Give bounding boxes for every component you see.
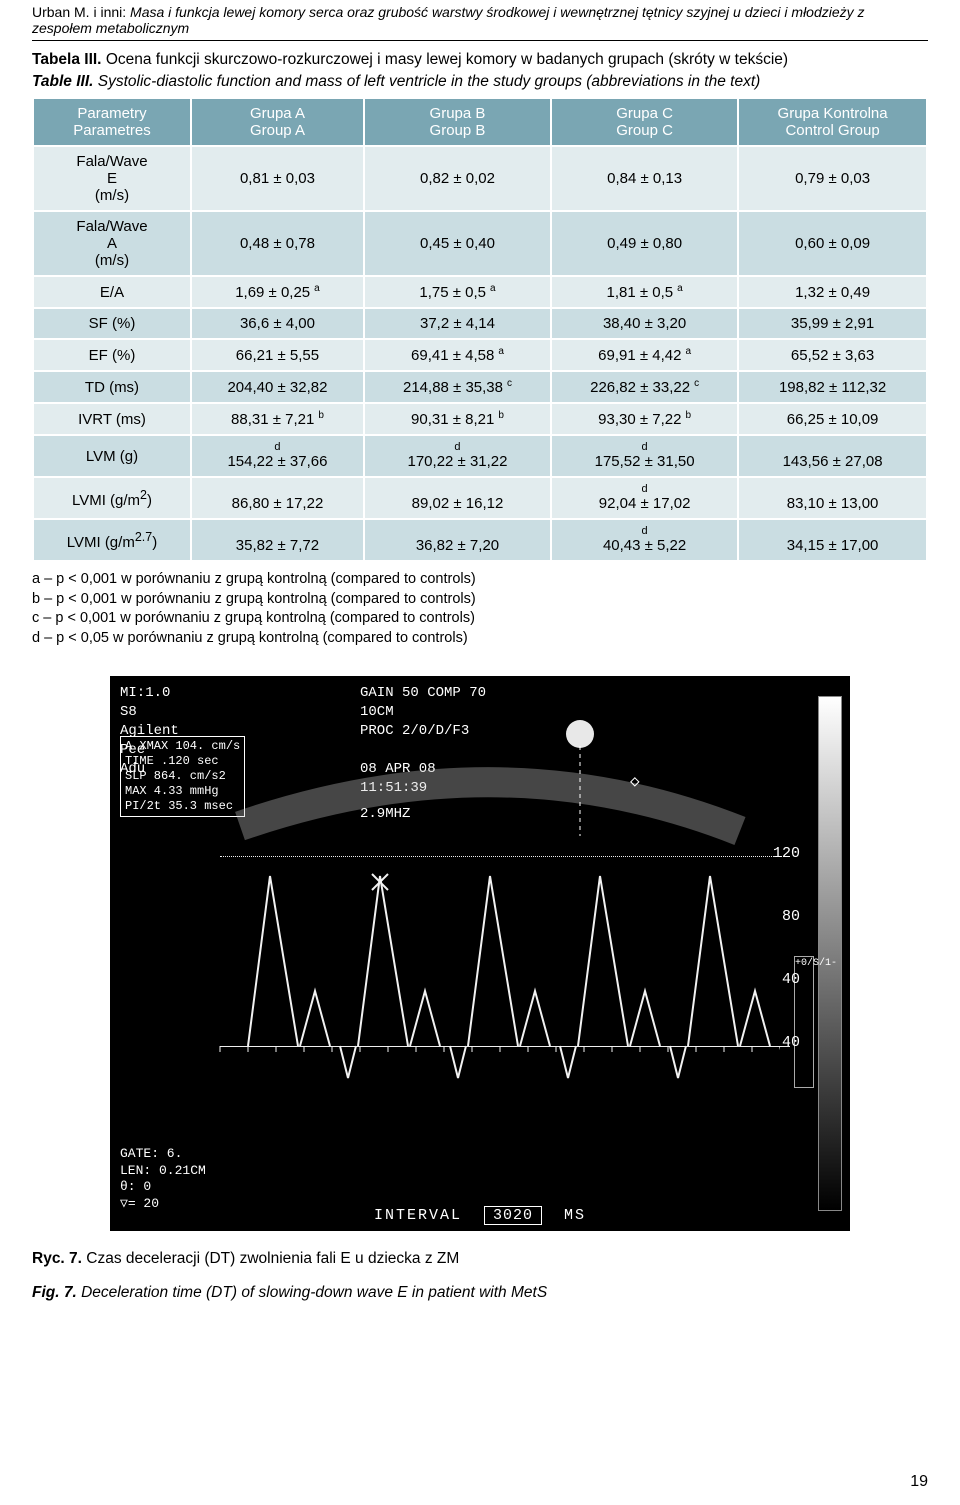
param-cell: TD (ms) (33, 371, 191, 403)
table-row: Fala/WaveA(m/s)0,48 ± 0,780,45 ± 0,400,4… (33, 211, 927, 276)
figure-caption-text-pl: Czas deceleracji (DT) zwolnienia fali E … (86, 1250, 459, 1267)
table-row: Fala/WaveE(m/s)0,81 ± 0,030,82 ± 0,020,8… (33, 146, 927, 211)
table-row: TD (ms)204,40 ± 32,82214,88 ± 35,38c226,… (33, 371, 927, 403)
data-cell: d170,22 ± 31,22 (364, 435, 551, 477)
footnote-line: b – p < 0,001 w porównaniu z grupą kontr… (32, 590, 928, 610)
table-row: LVM (g)d154,22 ± 37,66d170,22 ± 31,22d17… (33, 435, 927, 477)
figure-caption-pl: Ryc. 7. Czas deceleracji (DT) zwolnienia… (32, 1250, 928, 1268)
table-caption-text-pl: Ocena funkcji skurczowo-rozkurczowej i m… (106, 51, 788, 68)
data-cell: 88,31 ± 7,21b (191, 403, 364, 435)
data-cell: 1,75 ± 0,5a (364, 276, 551, 308)
param-cell: LVM (g) (33, 435, 191, 477)
figure-caption-label-en: Fig. 7. (32, 1284, 77, 1301)
figure-caption-label-pl: Ryc. 7. (32, 1250, 82, 1267)
fig-bottom-left: GATE: 6.LEN: 0.21CMθ: 0▽= 20 (120, 1146, 206, 1214)
param-cell: Fala/WaveE(m/s) (33, 146, 191, 211)
table-caption-en: Table III. Systolic-diastolic function a… (32, 73, 928, 91)
data-cell: 0,49 ± 0,80 (551, 211, 738, 276)
param-cell: E/A (33, 276, 191, 308)
data-cell: 90,31 ± 8,21b (364, 403, 551, 435)
table-row: SF (%)36,6 ± 4,0037,2 ± 4,1438,40 ± 3,20… (33, 308, 927, 339)
data-cell: d175,52 ± 31,50 (551, 435, 738, 477)
data-cell: 0,45 ± 0,40 (364, 211, 551, 276)
data-cell: d40,43 ± 5,22 (551, 519, 738, 561)
footnote-line: a – p < 0,001 w porównaniu z grupą kontr… (32, 570, 928, 590)
top-rule (32, 40, 928, 41)
table-caption-label-pl: Tabela III. (32, 51, 102, 68)
data-cell: 226,82 ± 33,22c (551, 371, 738, 403)
table-footnotes: a – p < 0,001 w porównaniu z grupą kontr… (32, 570, 928, 648)
data-cell: 0,82 ± 0,02 (364, 146, 551, 211)
running-head: Urban M. i inni: Masa i funkcja lewej ko… (32, 0, 928, 38)
data-cell: 34,15 ± 17,00 (738, 519, 927, 561)
table-row: E/A1,69 ± 0,25a1,75 ± 0,5a1,81 ± 0,5a1,3… (33, 276, 927, 308)
data-cell: 0,79 ± 0,03 (738, 146, 927, 211)
figure-wrapper: +0/S/1- MI:1.0S8AgilentPeeAdu A XMAX 104… (32, 676, 928, 1236)
svg-text:◇: ◇ (630, 773, 640, 791)
data-cell: 69,91 ± 4,42a (551, 339, 738, 371)
col-header: ParametryParametres (33, 98, 191, 146)
data-cell: 0,81 ± 0,03 (191, 146, 364, 211)
running-head-authors: Urban M. i inni: (32, 4, 126, 20)
data-cell: 214,88 ± 35,38c (364, 371, 551, 403)
data-cell: 35,82 ± 7,72 (191, 519, 364, 561)
data-cell: 0,48 ± 0,78 (191, 211, 364, 276)
data-cell: 35,99 ± 2,91 (738, 308, 927, 339)
fig-top-echo: ◇ (200, 716, 760, 846)
data-cell: 198,82 ± 112,32 (738, 371, 927, 403)
data-cell: 89,02 ± 16,12 (364, 477, 551, 519)
table-caption-label-en: Table III. (32, 73, 93, 90)
col-header: Grupa BGroup B (364, 98, 551, 146)
col-header: Grupa KontrolnaControl Group (738, 98, 927, 146)
data-cell: 143,56 ± 27,08 (738, 435, 927, 477)
fig-interval-value: 3020 (484, 1206, 542, 1225)
data-cell: d154,22 ± 37,66 (191, 435, 364, 477)
fig-interval: INTERVAL 3020 MS (110, 1206, 850, 1225)
data-cell: 1,69 ± 0,25a (191, 276, 364, 308)
data-cell: 93,30 ± 7,22b (551, 403, 738, 435)
figure-caption-en: Fig. 7. Deceleration time (DT) of slowin… (32, 1284, 928, 1302)
table-row: IVRT (ms)88,31 ± 7,21b90,31 ± 8,21b93,30… (33, 403, 927, 435)
grayscale-bar (818, 696, 842, 1211)
col-header: Grupa CGroup C (551, 98, 738, 146)
data-cell: 65,52 ± 3,63 (738, 339, 927, 371)
data-cell: 38,40 ± 3,20 (551, 308, 738, 339)
table-row: LVMI (g/m2) 86,80 ± 17,22 89,02 ± 16,12d… (33, 477, 927, 519)
param-cell: LVMI (g/m2) (33, 477, 191, 519)
table-row: LVMI (g/m2.7) 35,82 ± 7,72 36,82 ± 7,20d… (33, 519, 927, 561)
footnote-line: c – p < 0,001 w porównaniu z grupą kontr… (32, 609, 928, 629)
data-cell: 1,81 ± 0,5a (551, 276, 738, 308)
data-cell: 83,10 ± 13,00 (738, 477, 927, 519)
col-header: Grupa AGroup A (191, 98, 364, 146)
table-caption-pl: Tabela III. Ocena funkcji skurczowo-rozk… (32, 51, 928, 69)
param-cell: LVMI (g/m2.7) (33, 519, 191, 561)
data-cell: 66,21 ± 5,55 (191, 339, 364, 371)
data-cell: 37,2 ± 4,14 (364, 308, 551, 339)
data-cell: d92,04 ± 17,02 (551, 477, 738, 519)
data-cell: 36,82 ± 7,20 (364, 519, 551, 561)
footnote-line: d – p < 0,05 w porównaniu z grupą kontro… (32, 629, 928, 649)
param-cell: SF (%) (33, 308, 191, 339)
param-cell: EF (%) (33, 339, 191, 371)
page-number: 19 (910, 1473, 928, 1491)
table-row: EF (%)66,21 ± 5,5569,41 ± 4,58a69,91 ± 4… (33, 339, 927, 371)
table-caption-text-en: Systolic-diastolic function and mass of … (98, 73, 761, 90)
data-cell: 0,60 ± 0,09 (738, 211, 927, 276)
fig-waveform (210, 856, 780, 1136)
doppler-figure: +0/S/1- MI:1.0S8AgilentPeeAdu A XMAX 104… (110, 676, 850, 1231)
data-table: ParametryParametresGrupa AGroup AGrupa B… (32, 97, 928, 562)
figure-caption-text-en: Deceleration time (DT) of slowing-down w… (81, 1284, 547, 1301)
data-cell: 66,25 ± 10,09 (738, 403, 927, 435)
data-cell: 86,80 ± 17,22 (191, 477, 364, 519)
param-cell: Fala/WaveA(m/s) (33, 211, 191, 276)
data-cell: 0,84 ± 0,13 (551, 146, 738, 211)
data-cell: 69,41 ± 4,58a (364, 339, 551, 371)
data-cell: 36,6 ± 4,00 (191, 308, 364, 339)
data-cell: 1,32 ± 0,49 (738, 276, 927, 308)
data-cell: 204,40 ± 32,82 (191, 371, 364, 403)
param-cell: IVRT (ms) (33, 403, 191, 435)
running-head-title: Masa i funkcja lewej komory serca oraz g… (32, 4, 865, 36)
